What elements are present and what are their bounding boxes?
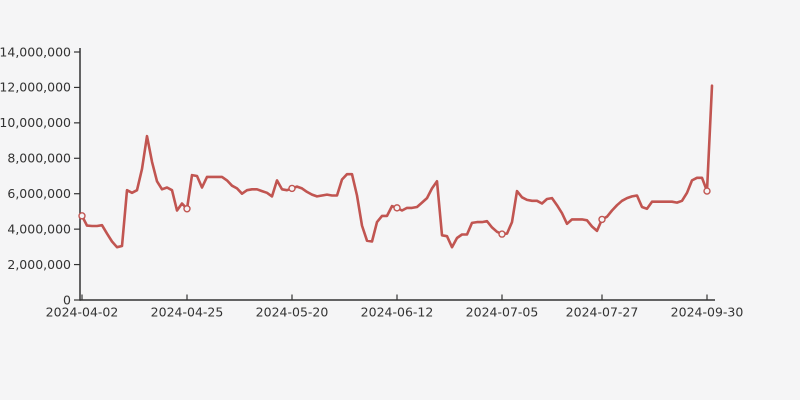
data-point-marker[interactable] <box>498 230 506 238</box>
x-tick-label: 2024-06-12 <box>361 305 434 320</box>
y-tick-label: 14,000,000 <box>0 44 71 59</box>
y-tick-label: 2,000,000 <box>7 257 71 272</box>
y-tick-label: 6,000,000 <box>7 186 71 201</box>
x-tick-label: 2024-07-05 <box>466 305 539 320</box>
data-point-marker[interactable] <box>288 184 296 193</box>
y-tick-label: 10,000,000 <box>0 115 71 130</box>
data-point-marker[interactable] <box>598 215 606 224</box>
data-point-marker[interactable] <box>703 187 711 195</box>
y-tick-label: 12,000,000 <box>0 80 71 95</box>
data-point-marker[interactable] <box>183 205 191 213</box>
x-tick-label: 2024-04-25 <box>151 305 224 320</box>
x-tick-label: 2024-04-02 <box>46 305 119 320</box>
data-point-marker[interactable] <box>393 204 401 212</box>
x-tick-label: 2024-05-20 <box>256 305 329 320</box>
x-tick-label: 2024-09-30 <box>671 305 744 320</box>
y-tick-label: 8,000,000 <box>7 151 71 166</box>
y-tick-label: 4,000,000 <box>7 221 71 236</box>
data-series-line <box>80 84 714 249</box>
y-tick-label: 0 <box>63 292 71 307</box>
x-tick-label: 2024-07-27 <box>566 305 639 320</box>
data-point-marker[interactable] <box>78 212 86 220</box>
